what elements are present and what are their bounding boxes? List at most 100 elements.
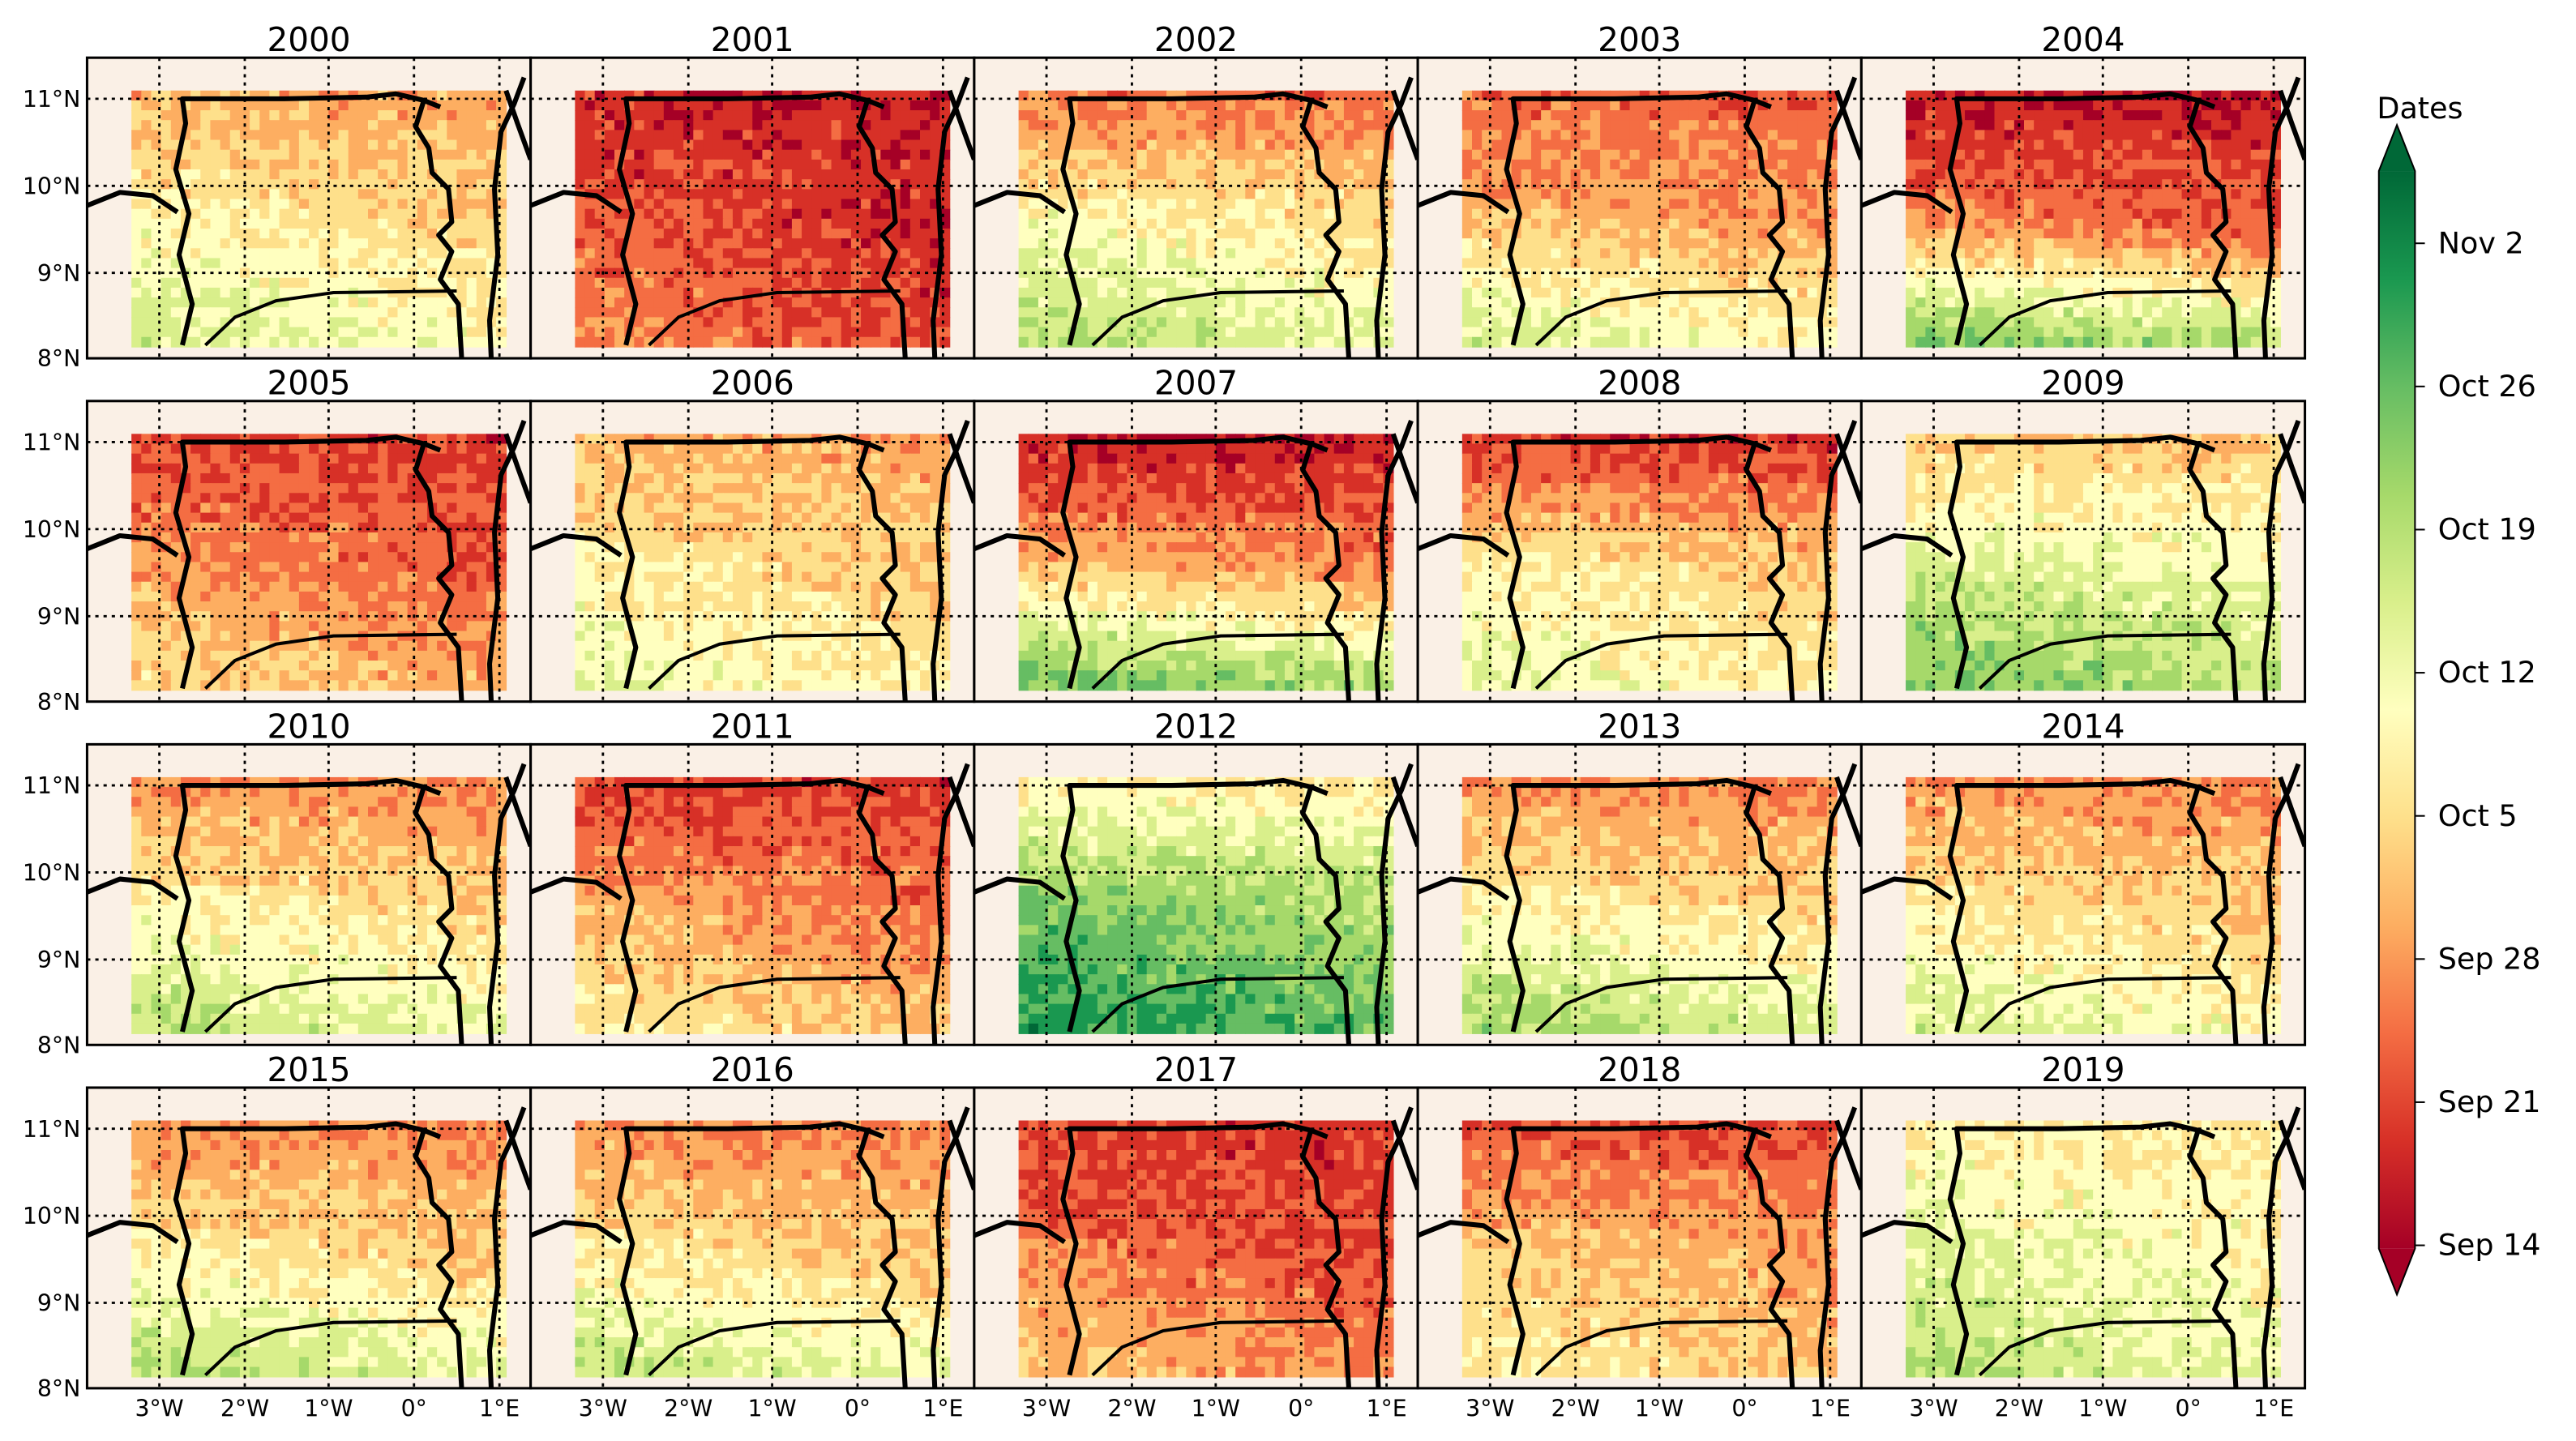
panel-title: 2019: [2041, 1050, 2125, 1089]
lon-tick-label: 1°E: [1367, 1395, 1407, 1422]
panel-title: 2003: [1598, 20, 1681, 59]
map-panel-2011: 2011: [529, 707, 976, 1046]
panel-title: 2000: [267, 20, 350, 59]
lat-tick-label: 11°N: [23, 772, 80, 799]
lon-tick-label: 3°W: [1909, 1395, 1958, 1422]
lon-tick-label: 2°W: [1107, 1395, 1156, 1422]
lat-tick-label: 9°N: [37, 1290, 80, 1317]
lon-tick-label: 2°W: [664, 1395, 712, 1422]
lat-tick-label: 10°N: [23, 860, 80, 887]
graticule: [530, 58, 974, 359]
lon-tick-label: 1°E: [2253, 1395, 2294, 1422]
graticule: [1861, 1087, 2305, 1388]
onset-date-raster: [1906, 90, 2281, 348]
colorbar-tick-label: Sep 14: [2438, 1228, 2541, 1263]
country-borders: [1418, 76, 1862, 359]
country-borders: [973, 76, 1419, 359]
panel-frame: [1859, 56, 2307, 360]
lon-tick-label: 1°W: [1635, 1395, 1684, 1422]
colorbar-tick-label: Oct 26: [2438, 369, 2536, 404]
onset-date-raster: [131, 90, 507, 348]
country-borders: [1861, 76, 2305, 359]
graticule: [1861, 400, 2305, 702]
lat-tick-label: 9°N: [37, 603, 80, 630]
graticule: [530, 400, 974, 702]
onset-date-raster: [1461, 434, 1838, 691]
graticule: [973, 744, 1419, 1045]
graticule: [530, 1087, 974, 1388]
lat-tick-label: 8°N: [37, 689, 80, 716]
map-panel-2019: 2019 3°W 2°W 1°W 0° 1°E: [1859, 1050, 2307, 1422]
country-borders: [1418, 1106, 1862, 1388]
colorbar: Dates Nov 2 Oct 26 Oct 19 Oct 12 Oct 5 Sep 28 S…: [2377, 91, 2541, 1298]
panel-title: 2006: [711, 364, 794, 403]
country-borders: [530, 1106, 974, 1388]
lon-tick-label: 3°W: [579, 1395, 627, 1422]
graticule: [1861, 744, 2305, 1045]
country-borders: [973, 420, 1419, 702]
colorbar-body: [2378, 171, 2416, 1249]
lon-tick-label: 1°E: [922, 1395, 963, 1422]
lon-tick-label: 0°: [845, 1395, 871, 1422]
lat-tick-label: 11°N: [23, 1116, 80, 1143]
lat-tick-label: 9°N: [37, 947, 80, 973]
graticule: [87, 744, 531, 1045]
lon-tick-label: 0°: [2176, 1395, 2202, 1422]
lon-tick-label: 0°: [1288, 1395, 1314, 1422]
panel-title: 2008: [1598, 364, 1681, 403]
panel-title: 2017: [1154, 1050, 1238, 1089]
lon-tick-label: 1°W: [1192, 1395, 1240, 1422]
panel-title: 2007: [1154, 364, 1238, 403]
colorbar-tick-label: Oct 19: [2438, 512, 2536, 547]
onset-date-raster: [1018, 434, 1394, 691]
graticule: [87, 400, 531, 702]
country-borders: [87, 76, 531, 359]
country-borders: [1861, 763, 2305, 1045]
colorbar-tick-label: Sep 28: [2438, 941, 2541, 976]
colorbar-tick-label: Oct 12: [2438, 655, 2536, 690]
lat-tick-label: 8°N: [37, 1032, 80, 1058]
colorbar-title: Dates: [2377, 91, 2463, 126]
lon-tick-label: 0°: [1731, 1395, 1757, 1422]
map-panel-2009: 2009: [1859, 364, 2307, 703]
country-borders: [530, 76, 974, 359]
country-borders: [530, 420, 974, 702]
graticule: [973, 58, 1419, 359]
lon-tick-label: 1°W: [304, 1395, 353, 1422]
map-panel-2007: 2007: [973, 364, 1419, 703]
panel-frame: [1859, 742, 2307, 1046]
country-borders: [1418, 420, 1862, 702]
graticule: [87, 58, 531, 359]
lon-tick-label: 0°: [401, 1395, 427, 1422]
map-panel-2018: 2018 3°W 2°W 1°W 0° 1°E: [1416, 1050, 1863, 1422]
panel-title: 2009: [2041, 364, 2125, 403]
map-panel-2017: 2017 3°W 2°W 1°W 0° 1°E: [973, 1050, 1419, 1422]
map-panel-2005: 2005 11°N 10°N 9°N 8°N: [23, 364, 533, 716]
lat-tick-label: 11°N: [23, 430, 80, 456]
panel-title: 2002: [1154, 20, 1238, 59]
onset-date-raster: [1906, 776, 2281, 1034]
lon-tick-label: 1°W: [2078, 1395, 2127, 1422]
map-panel-2001: 2001: [529, 20, 976, 360]
country-borders: [1861, 420, 2305, 702]
map-panel-2004: 2004: [1859, 20, 2307, 360]
panel-title: 2016: [711, 1050, 794, 1089]
map-panel-2010: 2010 11°N 10°N 9°N 8°N: [23, 707, 533, 1058]
lat-tick-label: 10°N: [23, 516, 80, 543]
graticule: [1418, 744, 1862, 1045]
onset-date-raster: [131, 776, 507, 1034]
graticule: [973, 1087, 1419, 1388]
panel-title: 2012: [1154, 707, 1238, 746]
colorbar-extend-top: [2378, 125, 2416, 172]
map-panels: 2000 11°N 10°N 9°N 8°N 2001 2002 2003 2004 2005 11…: [23, 20, 2307, 1422]
map-panel-2006: 2006: [529, 364, 976, 703]
graticule: [1418, 58, 1862, 359]
country-borders: [1418, 763, 1862, 1045]
panel-frame: [1859, 1086, 2307, 1390]
onset-date-raster: [1461, 1120, 1838, 1378]
map-panel-2016: 2016 3°W 2°W 1°W 0° 1°E: [529, 1050, 976, 1422]
lat-tick-label: 10°N: [23, 1203, 80, 1229]
colorbar-extend-bottom: [2378, 1248, 2416, 1295]
country-borders: [87, 420, 531, 702]
lon-tick-label: 3°W: [135, 1395, 183, 1422]
